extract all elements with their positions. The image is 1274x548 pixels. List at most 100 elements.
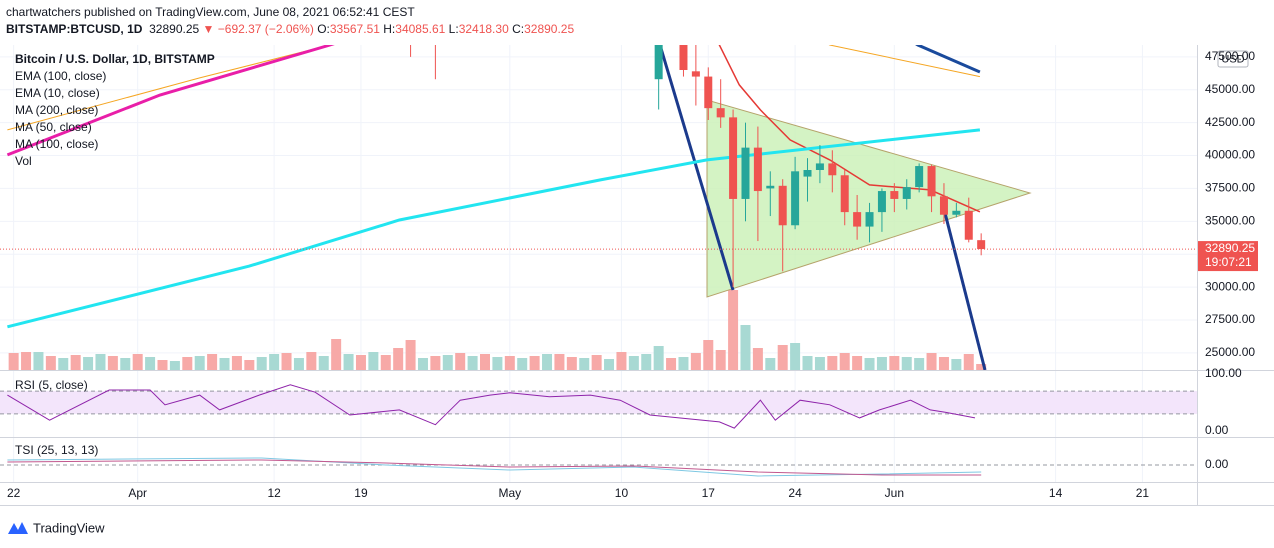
volume-bar: [492, 357, 503, 370]
volume-bar: [529, 356, 540, 370]
volume-bar: [8, 353, 19, 370]
candle-body: [729, 117, 738, 199]
candle-body: [753, 147, 762, 192]
price-label-bg: [1198, 241, 1258, 272]
volume-bar: [393, 348, 404, 370]
x-tick-label: Jun: [885, 486, 904, 500]
tsi-title: TSI (25, 13, 13): [15, 443, 98, 457]
legend-title: Bitcoin / U.S. Dollar, 1D, BITSTAMP: [15, 52, 215, 66]
volume-bar: [703, 340, 714, 370]
volume-bar: [455, 353, 466, 370]
indicator-lines: [6, 45, 981, 329]
candle-body: [964, 210, 973, 240]
candle-body: [952, 210, 961, 215]
volume-bar: [678, 357, 689, 370]
candle-body: [877, 191, 886, 213]
volume-bar: [777, 345, 788, 370]
y-tick-label: 47500.00: [1205, 49, 1255, 63]
y-tick-label: 35000.00: [1205, 213, 1255, 227]
volume-bar: [579, 358, 590, 370]
volume-bar: [790, 343, 801, 370]
logo-icon: [8, 522, 28, 534]
candle-body: [716, 108, 725, 118]
volume-bar: [70, 355, 81, 370]
volume-bar: [864, 358, 875, 370]
unit-label: USD: [1221, 53, 1244, 65]
volume-bar: [21, 352, 32, 370]
x-tick-label: 21: [1136, 486, 1150, 500]
publisher: chartwatchers published on TradingView.c…: [6, 5, 415, 19]
candle-body: [927, 166, 936, 197]
price-label: 32890.25: [1205, 241, 1255, 255]
x-tick-label: 17: [702, 486, 716, 500]
y-tick-label: 42500.00: [1205, 115, 1255, 129]
y-tick-label: 25000.00: [1205, 345, 1255, 359]
candle-body: [815, 163, 824, 170]
ohlc-value: 32418.30: [458, 22, 509, 36]
x-tick-label: 12: [267, 486, 281, 500]
tsi-pane: [0, 457, 1197, 477]
volume-bar: [628, 356, 639, 370]
ohlc-value: 33567.51: [329, 22, 380, 36]
volume-bar: [504, 356, 515, 370]
candle-body: [741, 147, 750, 199]
candle-body: [766, 185, 775, 189]
volume-bar: [752, 348, 763, 370]
volume-bar: [517, 358, 528, 370]
legend-entry: MA (200, close): [15, 103, 98, 117]
volume-bar: [207, 354, 218, 370]
volume-bar: [765, 358, 776, 370]
volume-bar: [318, 356, 329, 370]
volume-bar: [368, 352, 379, 370]
volume-bar: [417, 358, 428, 370]
volume-bar: [380, 355, 391, 370]
volume-bar: [889, 356, 900, 370]
volume-bar: [938, 357, 949, 370]
rsi-tick-label: 100.00: [1205, 366, 1242, 380]
volume-bar: [95, 354, 106, 370]
tsi-tick-label: 0.00: [1205, 457, 1229, 471]
y-tick-label: 27500.00: [1205, 312, 1255, 326]
unit-badge: [1217, 50, 1249, 68]
volume-bar: [83, 357, 94, 370]
x-tick-label: May: [498, 486, 521, 500]
volume-bar: [442, 355, 453, 370]
candle-body: [803, 170, 812, 177]
candle-body: [915, 166, 924, 188]
indicator-line: [7, 45, 981, 131]
publisher-line: chartwatchers published on TradingView.c…: [6, 5, 415, 19]
volume-bar: [852, 356, 863, 370]
volume-bar: [901, 357, 912, 370]
volume-bar: [802, 356, 813, 370]
volume-bar: [914, 358, 925, 370]
ohlc-prefix: C:: [512, 22, 525, 36]
volume-bar: [33, 352, 44, 370]
x-tick-label: Apr: [128, 486, 147, 500]
volume-bar: [157, 360, 168, 370]
legend-entry: MA (100, close): [15, 137, 98, 151]
candles: [0, 45, 1197, 288]
y-tick-label: 37500.00: [1205, 181, 1255, 195]
axes: USD 25000.0027500.0030000.0032500.003500…: [0, 45, 1274, 506]
volume: [8, 290, 987, 370]
volume-bar: [591, 355, 602, 370]
x-tick-label: 19: [354, 486, 368, 500]
candle-body: [890, 191, 899, 199]
y-tick-label: 30000.00: [1205, 279, 1255, 293]
candle-body: [691, 71, 700, 77]
x-tick-label: 14: [1049, 486, 1063, 500]
volume-bar: [976, 364, 987, 370]
legend-entry: Vol: [15, 154, 32, 168]
volume-bar: [219, 358, 230, 370]
indicator-line: [718, 45, 981, 213]
candle-body: [939, 196, 948, 215]
symbol: BITSTAMP:BTCUSD, 1D: [6, 22, 143, 36]
candle-body: [679, 45, 688, 70]
volume-bar: [554, 354, 565, 370]
volume-bar: [306, 352, 317, 370]
volume-bar: [194, 356, 205, 370]
indicator-line: [915, 45, 981, 74]
candle-body: [828, 163, 837, 176]
volume-bar: [120, 358, 131, 370]
